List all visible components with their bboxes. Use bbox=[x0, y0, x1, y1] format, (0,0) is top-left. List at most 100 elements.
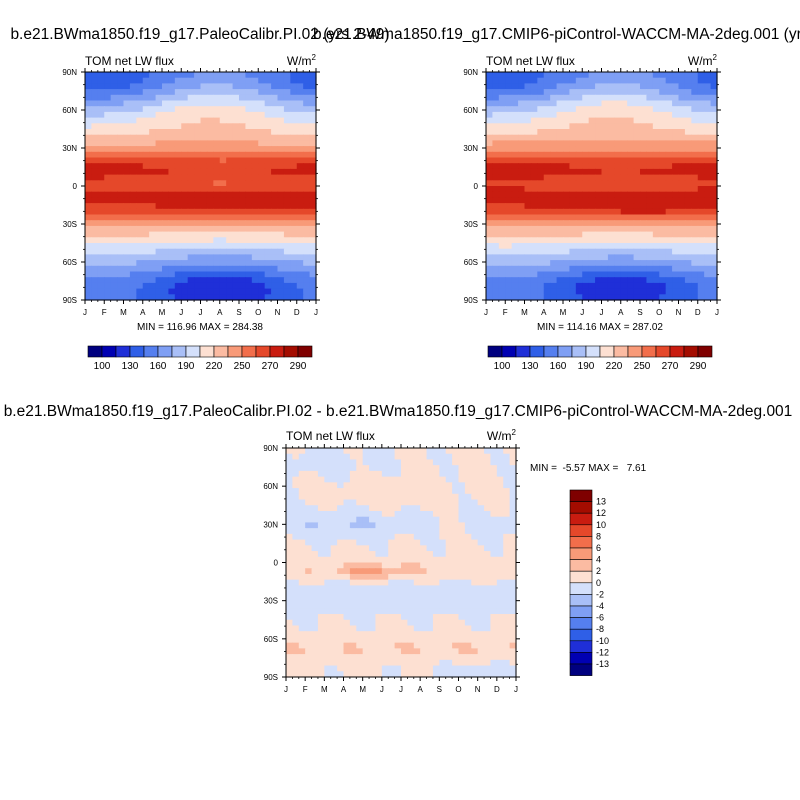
field-cell bbox=[129, 100, 137, 107]
field-cell bbox=[537, 117, 545, 124]
field-cell bbox=[317, 545, 325, 552]
field-cell bbox=[550, 100, 558, 107]
field-cell bbox=[537, 248, 545, 255]
field-cell bbox=[678, 214, 686, 221]
field-cell bbox=[445, 453, 453, 461]
field-cell bbox=[317, 516, 325, 524]
field-cell bbox=[575, 282, 583, 290]
field-cell bbox=[381, 453, 389, 461]
field-cell bbox=[174, 220, 182, 227]
field-cell bbox=[524, 186, 532, 193]
field-cell bbox=[582, 208, 590, 216]
field-cell bbox=[309, 271, 317, 278]
field-cell bbox=[305, 533, 313, 541]
field-cell bbox=[575, 237, 583, 244]
field-cell bbox=[505, 243, 513, 250]
field-cell bbox=[477, 568, 485, 575]
field-cell bbox=[550, 294, 558, 301]
field-cell bbox=[206, 186, 214, 193]
field-cell bbox=[129, 146, 137, 153]
field-cell bbox=[187, 163, 195, 170]
field-cell bbox=[496, 671, 504, 678]
field-cell bbox=[129, 248, 137, 255]
field-cell bbox=[219, 111, 227, 119]
field-cell bbox=[452, 516, 460, 524]
field-cell bbox=[509, 636, 517, 644]
field-cell bbox=[123, 243, 131, 250]
field-cell bbox=[258, 237, 266, 244]
field-cell bbox=[646, 100, 654, 107]
field-cell bbox=[162, 288, 170, 295]
field-cell bbox=[174, 117, 182, 124]
field-cell bbox=[524, 248, 532, 255]
field-cell bbox=[640, 72, 648, 79]
field-cell bbox=[646, 174, 654, 181]
field-cell bbox=[697, 146, 705, 153]
field-cell bbox=[394, 654, 402, 661]
field-cell bbox=[426, 482, 434, 489]
field-cell bbox=[646, 117, 654, 124]
field-cell bbox=[511, 111, 519, 119]
field-cell bbox=[665, 140, 673, 147]
field-cell bbox=[110, 111, 118, 119]
field-cell bbox=[550, 94, 558, 102]
field-cell bbox=[337, 470, 345, 478]
field-cell bbox=[349, 510, 357, 518]
field-cell bbox=[471, 573, 479, 581]
field-cell bbox=[633, 237, 641, 244]
field-cell bbox=[91, 294, 99, 301]
field-cell bbox=[471, 476, 479, 483]
field-cell bbox=[575, 146, 583, 153]
field-cell bbox=[388, 591, 396, 598]
field-cell bbox=[110, 277, 118, 284]
field-cell bbox=[375, 505, 383, 512]
field-cell bbox=[614, 174, 622, 181]
field-cell bbox=[283, 191, 291, 198]
field-cell bbox=[439, 510, 447, 518]
field-cell bbox=[311, 625, 319, 632]
field-cell bbox=[271, 174, 279, 181]
field-cell bbox=[640, 282, 648, 290]
field-cell bbox=[563, 243, 571, 250]
field-cell bbox=[362, 459, 370, 466]
field-cell bbox=[381, 625, 389, 632]
field-cell bbox=[309, 191, 317, 198]
field-cell bbox=[226, 265, 234, 273]
field-cell bbox=[388, 596, 396, 604]
field-cell bbox=[563, 237, 571, 244]
field-cell bbox=[110, 265, 118, 273]
field-cell bbox=[110, 157, 118, 164]
field-cell bbox=[239, 140, 247, 147]
field-cell bbox=[245, 94, 253, 102]
field-cell bbox=[413, 602, 421, 609]
field-cell bbox=[659, 123, 667, 130]
field-cell bbox=[219, 225, 227, 233]
field-cell bbox=[426, 671, 434, 678]
field-cell bbox=[458, 659, 466, 667]
field-cell bbox=[162, 225, 170, 233]
field-cell bbox=[646, 248, 654, 255]
field-cell bbox=[117, 288, 125, 295]
field-cell bbox=[381, 591, 389, 598]
field-cell bbox=[503, 488, 511, 495]
field-cell bbox=[511, 265, 519, 273]
field-cell bbox=[239, 248, 247, 255]
field-cell bbox=[420, 642, 428, 649]
field-cell bbox=[672, 197, 680, 204]
field-cell bbox=[232, 294, 240, 301]
field-cell bbox=[305, 568, 313, 575]
field-cell bbox=[492, 271, 500, 278]
field-cell bbox=[550, 163, 558, 170]
field-cell bbox=[505, 134, 513, 141]
field-cell bbox=[659, 243, 667, 250]
field-cell bbox=[296, 83, 304, 90]
field-cell bbox=[258, 197, 266, 204]
field-cell bbox=[420, 539, 428, 546]
field-cell bbox=[471, 659, 479, 667]
field-cell bbox=[633, 151, 641, 159]
field-cell bbox=[142, 186, 150, 193]
field-cell bbox=[486, 214, 494, 221]
field-cell bbox=[464, 516, 472, 524]
field-cell bbox=[277, 106, 285, 113]
field-cell bbox=[162, 214, 170, 221]
